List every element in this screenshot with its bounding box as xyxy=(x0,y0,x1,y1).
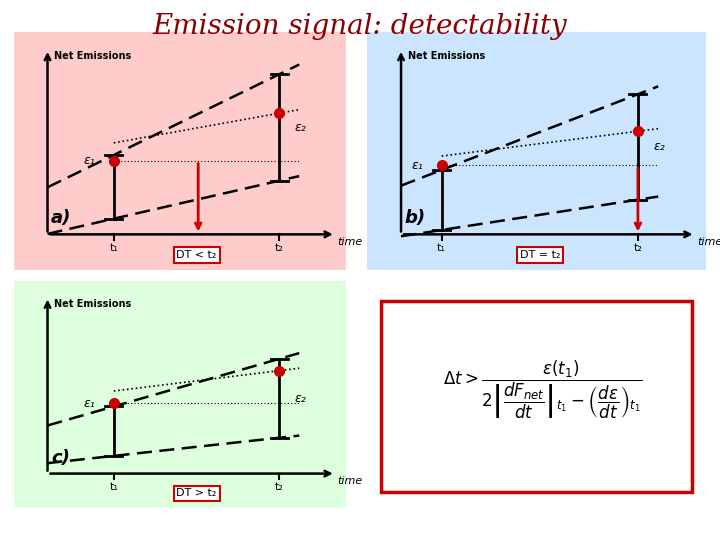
Text: b): b) xyxy=(405,209,426,227)
Text: t₂: t₂ xyxy=(634,242,642,253)
Text: t₂: t₂ xyxy=(275,242,284,253)
Text: ε₂: ε₂ xyxy=(294,392,306,405)
Text: Net Emissions: Net Emissions xyxy=(54,51,131,62)
Text: ε₁: ε₁ xyxy=(411,159,423,172)
Text: Emission signal: detectability: Emission signal: detectability xyxy=(153,14,567,40)
Text: a): a) xyxy=(51,209,71,227)
Text: t₁: t₁ xyxy=(437,242,446,253)
Text: Net Emissions: Net Emissions xyxy=(54,299,131,309)
Text: time: time xyxy=(697,237,720,247)
Text: time: time xyxy=(337,237,363,247)
Text: t₁: t₁ xyxy=(109,242,118,253)
Text: time: time xyxy=(337,476,363,486)
Text: c): c) xyxy=(51,449,70,467)
Text: DT = t₂: DT = t₂ xyxy=(520,250,560,260)
Text: ε₂: ε₂ xyxy=(653,140,665,153)
Text: $\Delta t > \dfrac{\varepsilon(t_1)}{2\left|\dfrac{dF_{net}}{dt}\right|_{t_1} - : $\Delta t > \dfrac{\varepsilon(t_1)}{2\l… xyxy=(444,359,643,421)
Text: ε₁: ε₁ xyxy=(84,397,96,410)
Text: Net Emissions: Net Emissions xyxy=(408,51,485,62)
Text: DT < t₂: DT < t₂ xyxy=(176,250,217,260)
Text: ε₂: ε₂ xyxy=(294,121,306,134)
Text: ε₁: ε₁ xyxy=(84,154,96,167)
Text: t₁: t₁ xyxy=(109,482,118,491)
Text: DT > t₂: DT > t₂ xyxy=(176,488,217,498)
Text: t₂: t₂ xyxy=(275,482,284,491)
FancyBboxPatch shape xyxy=(381,301,692,492)
